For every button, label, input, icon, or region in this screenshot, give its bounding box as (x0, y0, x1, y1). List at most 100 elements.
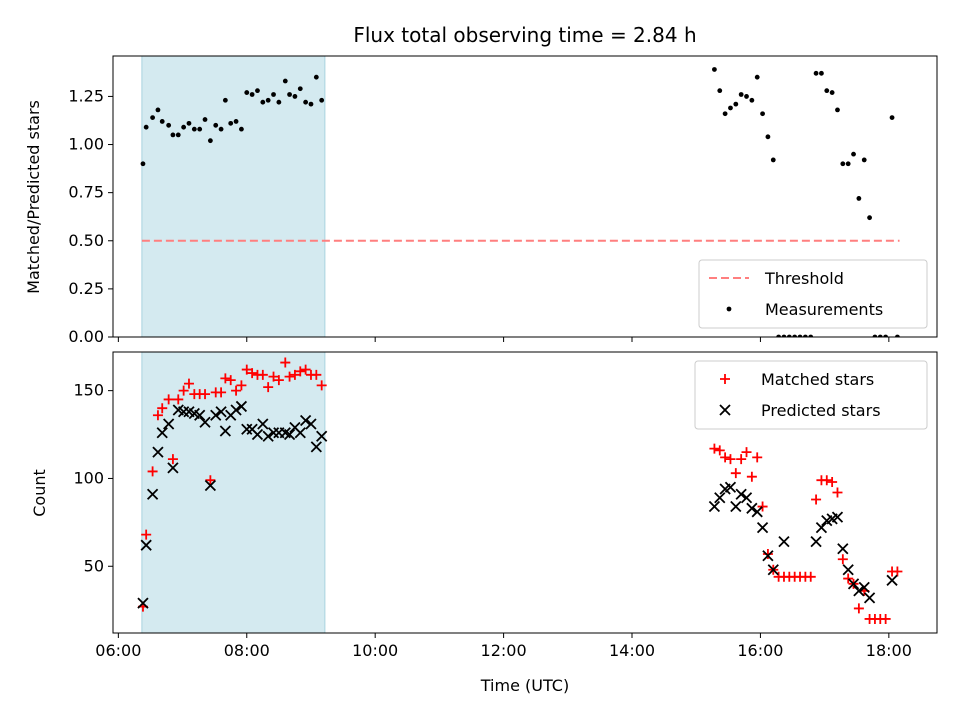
measurement-point (244, 90, 250, 95)
matched-star-point (827, 476, 838, 487)
legend-box (694, 360, 928, 430)
y-tick-label: 150 (73, 381, 104, 400)
measurement-point (840, 161, 846, 167)
measurement-point (776, 334, 782, 337)
predicted-star-point (199, 416, 211, 428)
y-tick-label: 0.75 (68, 183, 104, 202)
plot-area (137, 357, 903, 624)
measurement-point (191, 126, 197, 132)
matched-star-point (821, 475, 832, 486)
measurement-point (845, 161, 851, 167)
matched-star-point (257, 369, 268, 380)
matched-star-point (714, 445, 725, 456)
measurement-point (754, 74, 760, 80)
measurement-point (851, 151, 856, 157)
predicted-star-point (778, 536, 790, 548)
matched-star-point (736, 454, 747, 465)
y-tick-label: 1.00 (68, 135, 104, 154)
matched-star-point (216, 387, 227, 398)
legend: Matched stars Predicted stars (694, 360, 928, 430)
predicted-star-point (863, 592, 876, 604)
predicted-star-point (886, 574, 898, 586)
measurement-point (722, 111, 728, 117)
measurement-point (276, 99, 282, 105)
predicted-star-point (831, 511, 844, 523)
predicted-star-point (746, 502, 758, 514)
measurement-point (265, 97, 271, 103)
measurement-point (222, 97, 228, 103)
predicted-star-point (305, 418, 317, 430)
measurement-point (861, 157, 867, 163)
predicted-star-point (140, 539, 152, 551)
measurement-point (889, 115, 895, 120)
matched-star-point (725, 454, 736, 465)
matched-star-point (880, 613, 891, 624)
matched-star-point (173, 394, 184, 405)
measurement-point (895, 334, 900, 337)
measurement-point (797, 334, 803, 337)
predicted-star-point (853, 585, 865, 597)
predicted-star-point (714, 492, 726, 504)
y-tick-label: 100 (73, 468, 104, 487)
matched-star-point (280, 357, 291, 368)
measurement-point (792, 334, 798, 337)
predicted-star-point (267, 427, 280, 439)
matched-star-point (295, 366, 306, 377)
measurement-point (297, 86, 303, 92)
matched-star-point (746, 471, 757, 482)
observing-span (141, 55, 326, 338)
matched-star-point (247, 368, 258, 379)
measurement-point (770, 157, 776, 163)
measurement-point (802, 334, 808, 337)
measurement-point (717, 88, 723, 94)
measurement-point (233, 119, 239, 124)
predicted-star-point (810, 536, 822, 548)
matched-star-point (163, 394, 174, 405)
legend-measurement-swatch (726, 306, 732, 312)
matched-star-point (268, 371, 279, 382)
matched-star-point (152, 410, 163, 421)
matched-star-point (311, 369, 322, 380)
predicted-star-point (847, 578, 860, 590)
predicted-star-point (257, 418, 269, 430)
predicted-star-point (858, 581, 870, 593)
measurement-point (824, 88, 830, 94)
x-tick-label: 08:00 (224, 641, 270, 660)
measurement-point (213, 122, 219, 128)
matched-star-point (284, 371, 295, 382)
predicted-star-point (152, 446, 164, 458)
measurement-point (255, 88, 260, 94)
matched-star-point (837, 554, 848, 565)
measurement-point (877, 334, 883, 337)
measurement-point (287, 92, 292, 97)
measurement-point (207, 138, 213, 144)
legend-entry-label: Measurements (765, 300, 883, 319)
legend-entry-label: Predicted stars (761, 401, 881, 420)
y-axis-label-top: Matched/Predicted stars (24, 100, 43, 294)
x-tick-label: 10:00 (352, 641, 398, 660)
matched-star-point (183, 378, 194, 389)
series-predicted-stars (137, 400, 898, 609)
predicted-star-point (146, 488, 159, 500)
matched-star-point (762, 548, 773, 559)
predicted-star-point (230, 404, 242, 416)
series-measurements (140, 67, 900, 337)
legend-entry-label: Threshold (764, 269, 844, 288)
plot-area (140, 67, 900, 337)
measurement-point (749, 97, 755, 103)
measurement-point (271, 92, 276, 97)
measurement-point (760, 111, 765, 117)
measurement-point (159, 119, 165, 124)
predicted-star-point (724, 481, 737, 493)
measurement-point (239, 126, 244, 132)
measurement-point (292, 94, 298, 99)
matched-star-point (811, 494, 822, 505)
predicted-star-point (215, 406, 227, 418)
x-axis-label: Time (UTC) (480, 676, 569, 695)
predicted-star-point (730, 500, 742, 513)
measurement-point (228, 120, 234, 126)
y-tick-label: 0.00 (68, 327, 104, 346)
matched-star-point (757, 501, 768, 512)
matched-star-point (843, 573, 854, 584)
predicted-star-point (842, 564, 854, 576)
